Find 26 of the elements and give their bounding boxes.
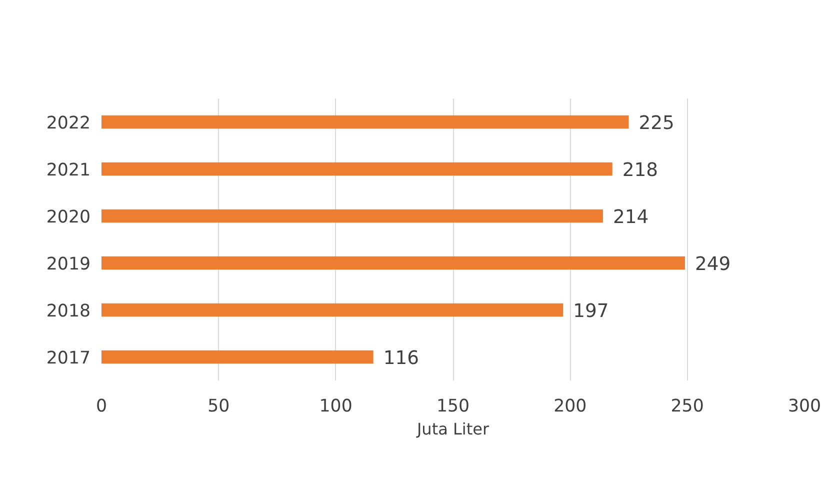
bar [102,115,629,129]
data-label: 214 [612,207,649,228]
y-tick-label: 2021 [46,160,91,180]
data-label: 249 [694,254,731,275]
x-tick-label: 0 [96,396,108,416]
x-tick-label: 150 [436,396,470,416]
data-label: 116 [383,348,419,369]
y-tick-label: 2022 [46,114,91,134]
x-tick-label: 300 [788,396,822,416]
bar [102,256,685,270]
data-label: 225 [638,113,674,134]
y-tick-label: 2019 [46,254,91,274]
data-label: 218 [622,160,658,181]
bar [102,209,603,223]
x-tick-label: 50 [208,396,230,416]
x-axis-title: Juta Liter [416,420,490,438]
bar [102,162,612,176]
data-label: 197 [573,301,609,322]
bar [102,303,564,317]
x-tick-label: 250 [670,396,704,416]
x-tick-label: 200 [554,396,587,416]
y-tick-label: 2017 [46,348,91,368]
x-tick-label: 100 [319,396,352,416]
y-tick-label: 2020 [46,208,91,228]
y-tick-label: 2018 [46,302,91,322]
bar [102,350,374,364]
